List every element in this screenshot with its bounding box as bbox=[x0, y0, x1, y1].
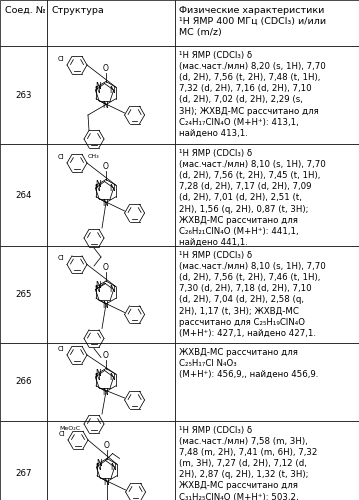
Text: 267: 267 bbox=[15, 470, 32, 478]
Text: N: N bbox=[102, 101, 108, 110]
Bar bbox=[0, 246, 47, 343]
Text: N: N bbox=[109, 86, 115, 94]
Text: N: N bbox=[102, 199, 108, 208]
Text: N: N bbox=[102, 300, 108, 310]
Bar bbox=[175, 246, 359, 343]
Text: N: N bbox=[109, 372, 115, 382]
Text: CH₃: CH₃ bbox=[87, 154, 99, 158]
Text: N: N bbox=[103, 478, 109, 487]
Text: ¹Н ЯМР (CDCl₃) δ
(мас.част./млн) 7,58 (m, 3H),
7,48 (m, 2H), 7,41 (m, 6H), 7,32
: ¹Н ЯМР (CDCl₃) δ (мас.част./млн) 7,58 (m… bbox=[179, 426, 317, 500]
Text: N: N bbox=[96, 462, 102, 471]
Text: N: N bbox=[95, 368, 101, 378]
Text: N: N bbox=[110, 462, 116, 471]
Text: N: N bbox=[96, 459, 102, 468]
Bar bbox=[0, 421, 47, 500]
Text: O: O bbox=[103, 64, 109, 73]
Text: N: N bbox=[95, 184, 101, 192]
Text: N: N bbox=[95, 372, 101, 382]
Text: Cl: Cl bbox=[58, 431, 65, 437]
Text: O: O bbox=[103, 351, 109, 360]
Bar bbox=[0, 343, 47, 421]
Bar bbox=[0, 144, 47, 246]
Bar bbox=[0, 46, 47, 144]
Bar bbox=[175, 144, 359, 246]
Text: ¹Н ЯМР (CDCl₃) δ
(мас.част./млн) 8,10 (s, 1H), 7,70
(d, 2H), 7,56 (t, 2H), 7,45 : ¹Н ЯМР (CDCl₃) δ (мас.част./млн) 8,10 (s… bbox=[179, 149, 326, 247]
Bar bbox=[47, 421, 175, 500]
Text: Cl: Cl bbox=[57, 154, 64, 160]
Text: O: O bbox=[103, 162, 109, 171]
Text: N: N bbox=[95, 86, 101, 94]
Text: ¹Н ЯМР (CDCl₃) δ
(мас.част./млн) 8,10 (s, 1H), 7,70
(d, 2H), 7,56 (t, 2H), 7,46 : ¹Н ЯМР (CDCl₃) δ (мас.част./млн) 8,10 (s… bbox=[179, 251, 326, 338]
Text: O: O bbox=[103, 264, 109, 272]
Bar bbox=[47, 246, 175, 343]
Text: N: N bbox=[95, 281, 101, 290]
Text: ¹Н ЯМР (CDCl₃) δ
(мас.част./млн) 8,20 (s, 1H), 7,70
(d, 2H), 7,56 (t, 2H), 7,48 : ¹Н ЯМР (CDCl₃) δ (мас.част./млн) 8,20 (s… bbox=[179, 51, 326, 138]
Text: MeO₂C: MeO₂C bbox=[60, 426, 81, 430]
Bar bbox=[175, 0, 359, 46]
Text: Cl: Cl bbox=[57, 256, 64, 262]
Bar bbox=[175, 421, 359, 500]
Text: ЖХВД-МС рассчитано для
С₂₅H₁₇Cl N₄O₃
(M+H⁺): 456,9,, найдено 456,9.: ЖХВД-МС рассчитано для С₂₅H₁₇Cl N₄O₃ (M+… bbox=[179, 348, 318, 379]
Text: O: O bbox=[104, 441, 110, 450]
Text: Структура: Структура bbox=[52, 6, 105, 15]
Text: N: N bbox=[95, 180, 101, 188]
Bar bbox=[0, 0, 47, 46]
Text: 266: 266 bbox=[15, 378, 32, 386]
Text: Физические характеристики
¹Н ЯМР 400 МГц (CDCl₃) и/или
МС (m/z): Физические характеристики ¹Н ЯМР 400 МГц… bbox=[179, 6, 326, 37]
Text: Cl: Cl bbox=[57, 56, 64, 62]
Bar bbox=[175, 343, 359, 421]
Bar bbox=[175, 46, 359, 144]
Bar bbox=[47, 343, 175, 421]
Text: Соед. №: Соед. № bbox=[5, 6, 46, 15]
Text: N: N bbox=[109, 285, 115, 294]
Bar bbox=[47, 0, 175, 46]
Bar bbox=[47, 144, 175, 246]
Text: N: N bbox=[102, 388, 108, 397]
Text: 264: 264 bbox=[15, 190, 32, 200]
Text: N: N bbox=[95, 82, 101, 91]
Text: 263: 263 bbox=[15, 90, 32, 100]
Bar bbox=[47, 46, 175, 144]
Text: N: N bbox=[109, 184, 115, 192]
Text: 265: 265 bbox=[15, 290, 32, 299]
Text: N: N bbox=[95, 285, 101, 294]
Text: Cl: Cl bbox=[57, 346, 64, 352]
